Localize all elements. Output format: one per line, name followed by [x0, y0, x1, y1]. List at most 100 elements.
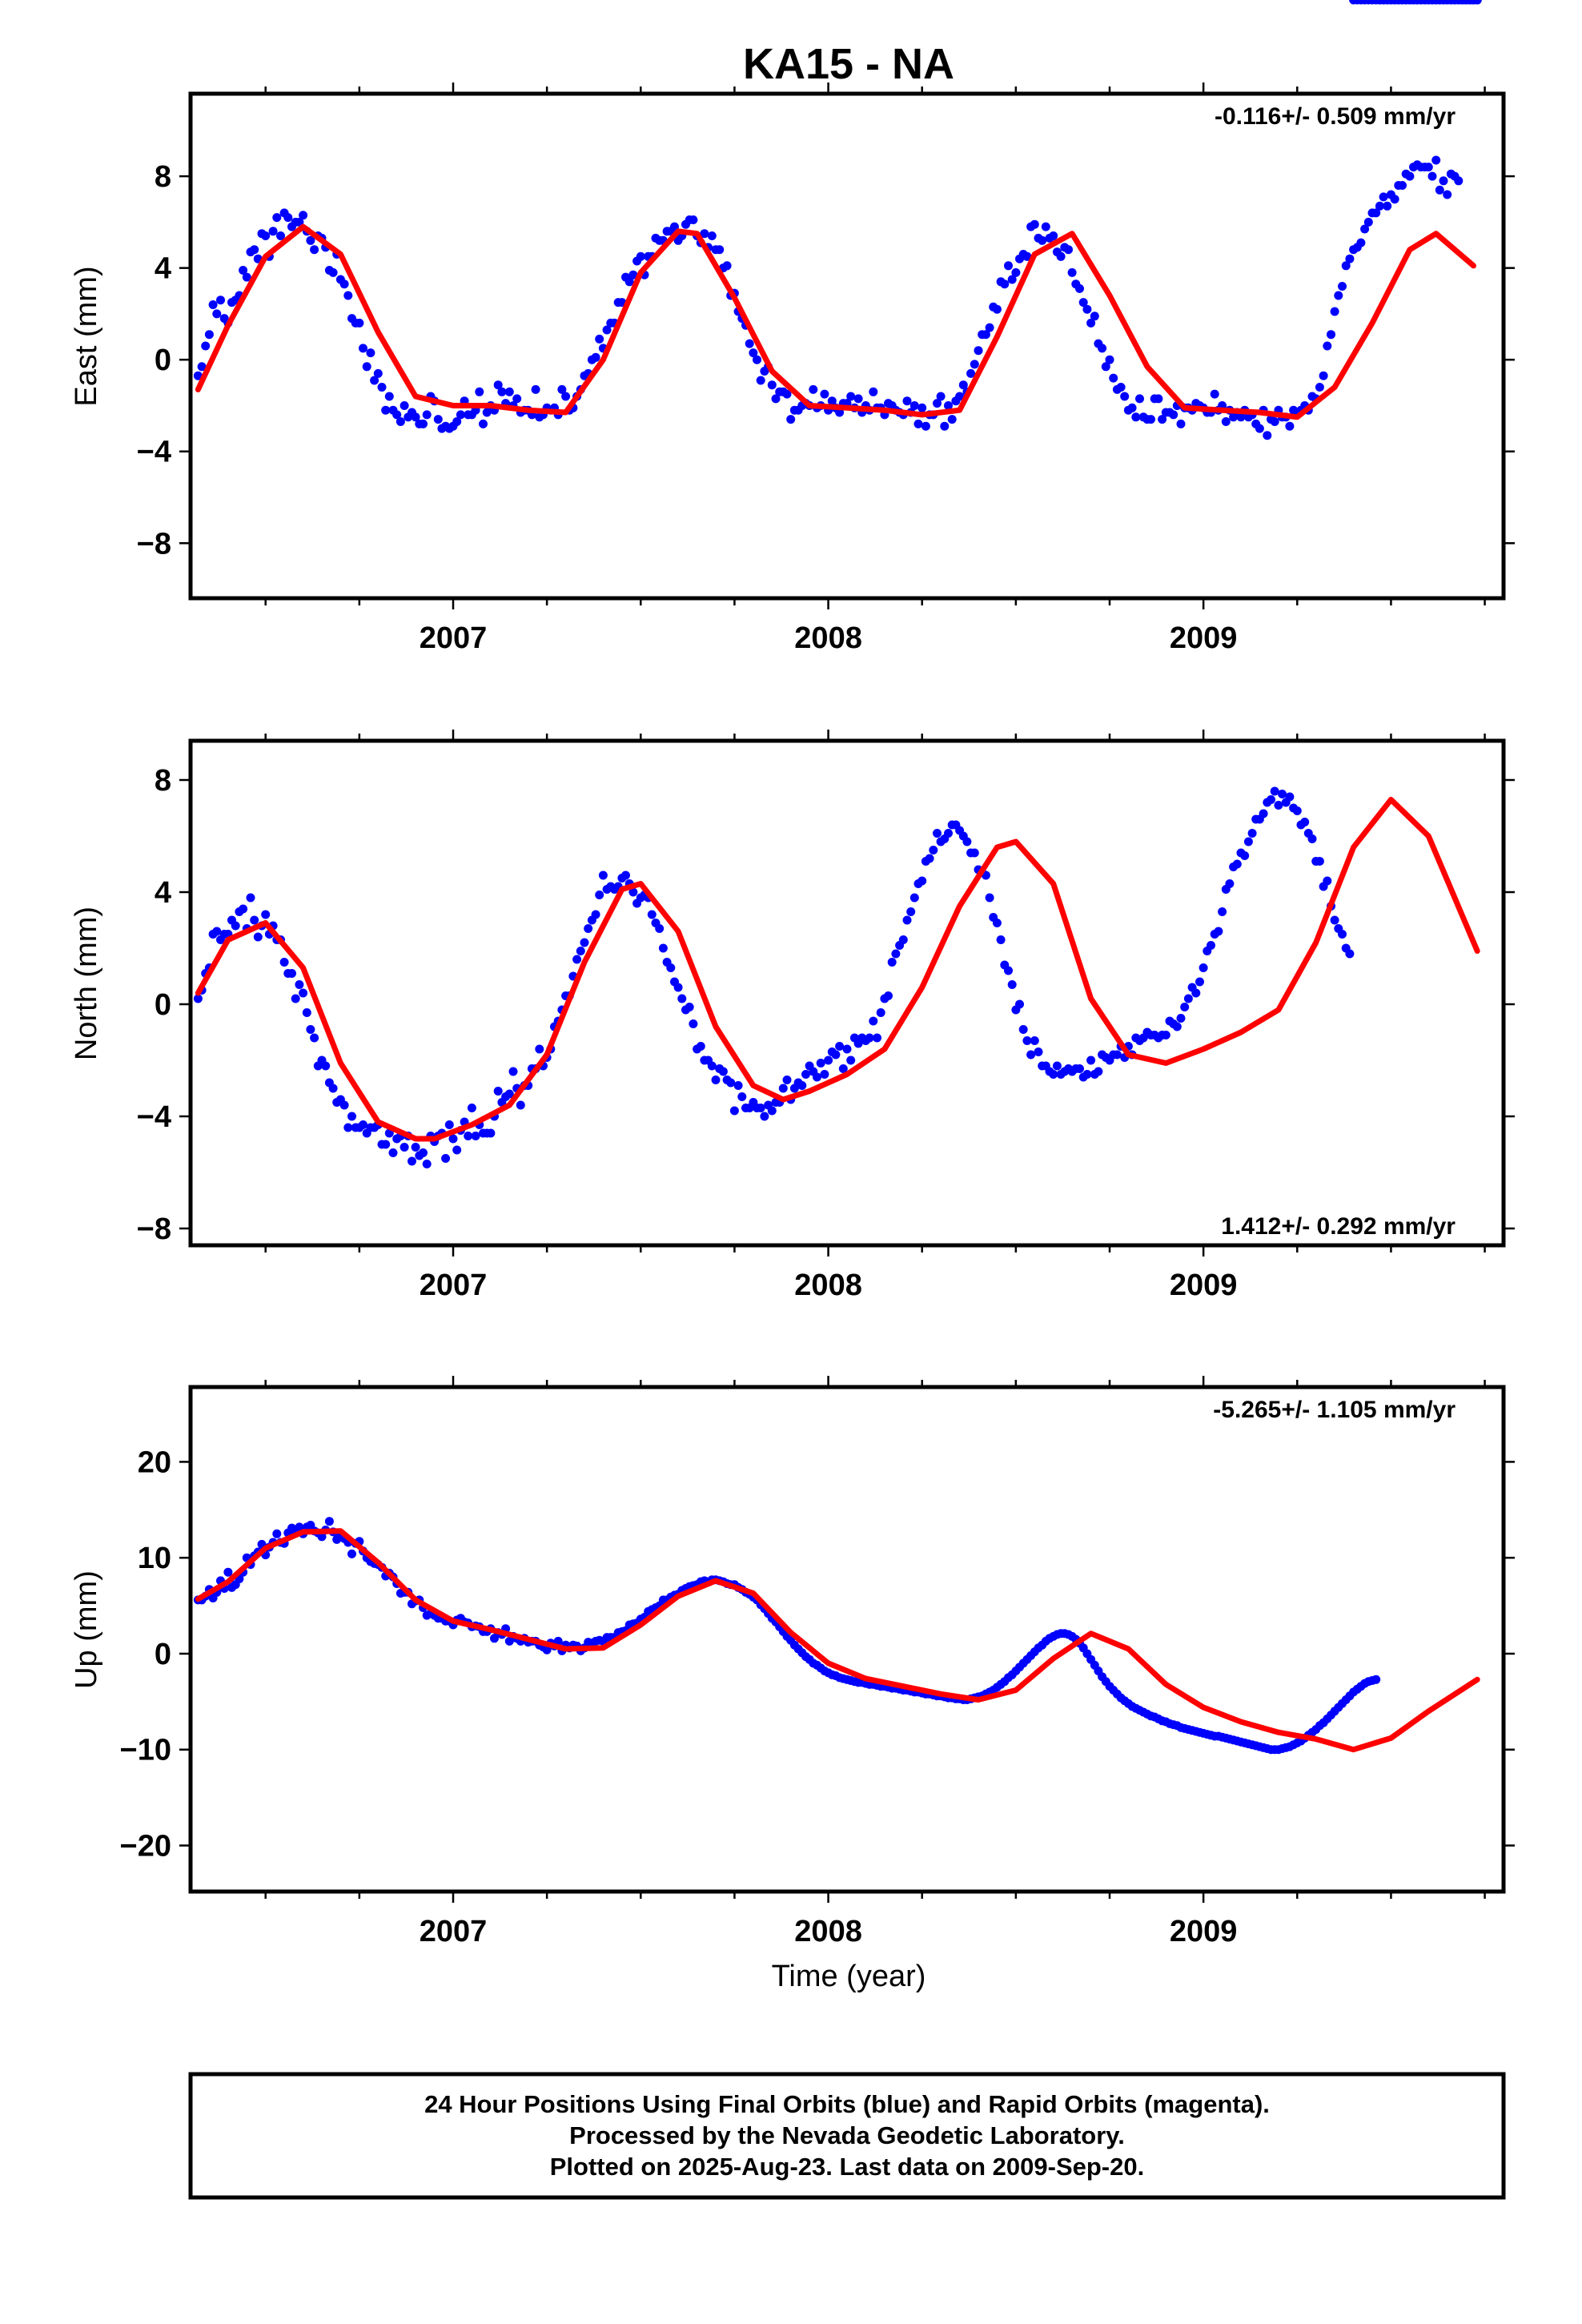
east-point: [1041, 222, 1050, 231]
north-point: [985, 893, 994, 903]
up-point: [223, 1567, 233, 1577]
north-point: [992, 919, 1002, 927]
north-point: [1195, 977, 1204, 987]
east-point: [362, 362, 371, 372]
east-point: [1210, 389, 1219, 399]
east-point: [212, 309, 222, 319]
east-point: [1360, 224, 1370, 234]
east-point: [1127, 403, 1137, 412]
north-point: [1259, 809, 1268, 818]
east-point: [242, 272, 251, 282]
north-point: [306, 1025, 315, 1034]
north-point: [572, 955, 582, 964]
up-point: [553, 1636, 563, 1646]
north-point: [1007, 980, 1017, 989]
north-point: [865, 1033, 874, 1043]
north-ylabel: North (mm): [70, 907, 103, 1060]
north-point: [400, 1143, 409, 1152]
up-xtick-label: 2007: [420, 1915, 488, 1948]
north-xtick-label: 2008: [794, 1269, 862, 1302]
east-point: [1098, 344, 1107, 353]
north-point: [718, 1067, 728, 1076]
north-xtick-label: 2009: [1170, 1269, 1238, 1302]
up-ticks: −20 −10 0 10 20 2007 2008 2009: [120, 1376, 1515, 1948]
north-point: [970, 848, 979, 858]
east-point: [1221, 417, 1231, 426]
north-point: [1307, 834, 1317, 843]
north-point: [733, 1081, 743, 1090]
north-point: [347, 1112, 356, 1121]
east-point: [700, 229, 709, 239]
north-point: [504, 1089, 514, 1099]
east-point: [201, 341, 211, 351]
east-point: [981, 330, 990, 340]
north-point: [902, 915, 912, 925]
east-point: [1383, 201, 1392, 211]
east-point: [756, 376, 765, 385]
up-ytick-label: −10: [120, 1734, 171, 1767]
east-point: [820, 389, 829, 399]
north-point: [328, 1084, 338, 1093]
up-points: [193, 0, 1482, 1755]
east-point: [707, 231, 717, 240]
north-point: [842, 1044, 852, 1054]
north-point: [813, 1072, 821, 1082]
up-xlabel: Time (year): [772, 1960, 926, 1993]
east-point: [268, 227, 278, 236]
north-point: [591, 910, 600, 919]
north-point: [835, 1042, 845, 1051]
north-point: [1049, 1070, 1058, 1079]
east-point: [1030, 219, 1039, 229]
north-point: [1172, 1022, 1182, 1031]
north-point: [388, 1148, 398, 1157]
east-fit-line: [195, 223, 1476, 420]
east-point: [1423, 163, 1433, 172]
east-point: [381, 405, 391, 415]
east-point: [482, 408, 492, 417]
east-ytick-label: 8: [155, 160, 171, 194]
east-point: [1285, 421, 1295, 431]
north-point: [962, 837, 972, 846]
east-point: [272, 213, 282, 223]
north-point: [321, 1061, 331, 1071]
north-point: [467, 1104, 476, 1112]
north-point: [1278, 790, 1287, 798]
east-point: [339, 279, 349, 289]
north-point: [696, 1042, 705, 1051]
east-point: [343, 291, 353, 300]
north-point: [299, 988, 308, 998]
east-point: [1341, 261, 1351, 271]
east-point: [921, 421, 930, 431]
east-point: [1443, 190, 1452, 199]
north-point: [1300, 818, 1310, 826]
north-fit-line: [195, 797, 1480, 1142]
north-point: [1330, 915, 1339, 925]
east-point: [958, 380, 968, 390]
east-point: [355, 318, 364, 328]
north-point: [1225, 879, 1235, 888]
north-point: [711, 1076, 721, 1084]
east-point: [1435, 185, 1444, 195]
north-frame: [188, 738, 1506, 1248]
up-ytick-label: −20: [120, 1830, 171, 1864]
north-point: [471, 1132, 480, 1140]
east-point: [917, 403, 927, 412]
north-point: [535, 1044, 544, 1054]
north-ytick-label: 4: [155, 876, 171, 910]
north-point: [411, 1143, 420, 1152]
east-point: [1004, 261, 1013, 271]
north-point: [824, 1055, 833, 1065]
east-point: [392, 410, 402, 420]
east-ytick-label: −8: [137, 527, 171, 561]
up-ytick-label: 20: [138, 1445, 171, 1479]
north-point: [760, 1112, 769, 1121]
east-point: [1116, 383, 1126, 392]
east-point: [306, 235, 315, 245]
north-point: [1018, 1025, 1028, 1034]
north-point: [516, 1100, 525, 1110]
north-point: [212, 927, 222, 936]
north-point: [929, 846, 938, 854]
north-point: [782, 1076, 792, 1084]
east-frame: [188, 91, 1506, 601]
east-point: [1270, 417, 1279, 426]
